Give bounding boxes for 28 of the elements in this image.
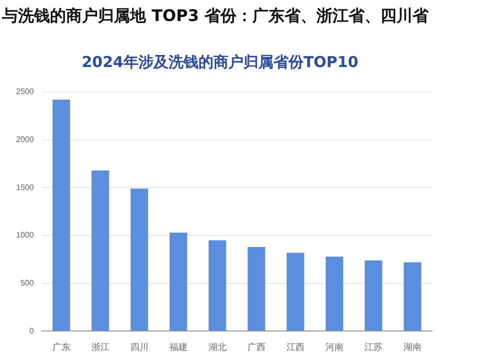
x-tick-label: 江苏 [364, 342, 382, 352]
y-tick-label: 1000 [16, 230, 34, 240]
y-tick-label: 1500 [16, 182, 34, 192]
y-tick-label: 2000 [16, 135, 34, 144]
x-tick-label: 浙江 [91, 342, 110, 352]
bar [208, 240, 226, 331]
bar [404, 262, 422, 331]
y-tick-label: 2500 [16, 87, 34, 96]
bar [170, 232, 188, 331]
x-tick-label: 湖北 [208, 342, 226, 352]
x-tick-label: 湖南 [403, 342, 422, 352]
x-tick-label: 江西 [286, 342, 304, 352]
x-tick-label: 四川 [130, 342, 148, 352]
x-tick-label: 福建 [169, 342, 188, 352]
chart-subtitle: 2024年涉及洗钱的商户归属省份TOP10 [82, 52, 358, 71]
y-tick-label: 500 [20, 278, 34, 288]
x-tick-label: 河南 [325, 342, 344, 352]
x-tick-label: 广东 [52, 342, 70, 352]
bar [248, 247, 266, 331]
bar [130, 188, 148, 331]
chart-title: 与洗钱的商户归属地 TOP3 省份：广东省、浙江省、四川省 [2, 6, 429, 27]
y-tick-label: 0 [29, 326, 34, 336]
bar [286, 252, 304, 331]
x-tick-label: 广西 [247, 342, 266, 352]
bar [364, 260, 382, 331]
bar [92, 170, 110, 331]
bar [326, 256, 344, 331]
bar [52, 100, 70, 331]
